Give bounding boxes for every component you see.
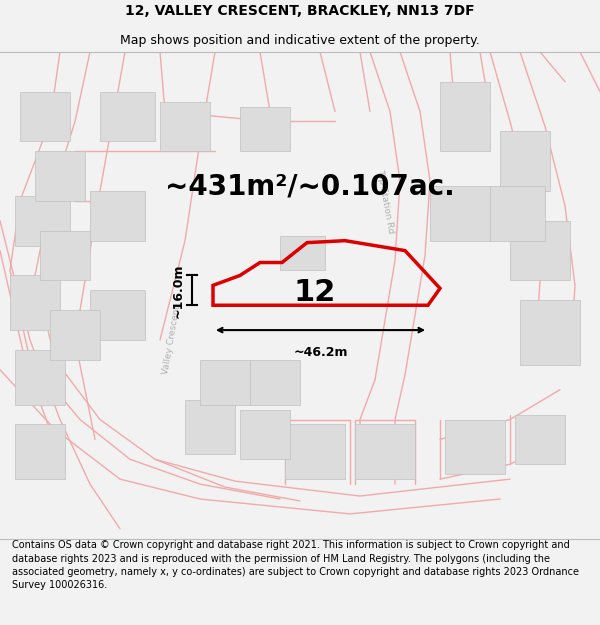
Polygon shape xyxy=(285,424,345,479)
Text: Valley Crescent: Valley Crescent xyxy=(161,305,182,375)
Polygon shape xyxy=(280,236,325,271)
Polygon shape xyxy=(100,92,155,141)
Polygon shape xyxy=(50,310,100,360)
Polygon shape xyxy=(160,101,210,151)
Polygon shape xyxy=(430,186,490,241)
Polygon shape xyxy=(250,360,300,404)
Polygon shape xyxy=(20,92,70,141)
Polygon shape xyxy=(35,151,85,201)
Polygon shape xyxy=(240,106,290,151)
Polygon shape xyxy=(445,419,505,474)
Polygon shape xyxy=(200,360,250,404)
Polygon shape xyxy=(500,131,550,191)
Polygon shape xyxy=(15,350,65,404)
Text: 12, VALLEY CRESCENT, BRACKLEY, NN13 7DF: 12, VALLEY CRESCENT, BRACKLEY, NN13 7DF xyxy=(125,4,475,18)
Text: ~431m²/~0.107ac.: ~431m²/~0.107ac. xyxy=(165,172,455,200)
Polygon shape xyxy=(90,291,145,340)
Polygon shape xyxy=(40,231,90,281)
Text: 12: 12 xyxy=(294,278,336,307)
Text: ~46.2m: ~46.2m xyxy=(293,346,348,359)
Text: Contains OS data © Crown copyright and database right 2021. This information is : Contains OS data © Crown copyright and d… xyxy=(12,541,579,590)
Polygon shape xyxy=(15,424,65,479)
Polygon shape xyxy=(185,399,235,454)
Polygon shape xyxy=(355,424,415,479)
Polygon shape xyxy=(90,191,145,241)
Polygon shape xyxy=(10,276,60,330)
Polygon shape xyxy=(510,221,570,281)
Text: ~16.0m: ~16.0m xyxy=(172,263,185,318)
Polygon shape xyxy=(490,186,545,241)
Polygon shape xyxy=(15,196,70,246)
Text: Map shows position and indicative extent of the property.: Map shows position and indicative extent… xyxy=(120,34,480,47)
Polygon shape xyxy=(440,82,490,151)
Text: Top Station Rd: Top Station Rd xyxy=(375,168,395,234)
Polygon shape xyxy=(520,300,580,365)
Polygon shape xyxy=(240,409,290,459)
Polygon shape xyxy=(515,414,565,464)
